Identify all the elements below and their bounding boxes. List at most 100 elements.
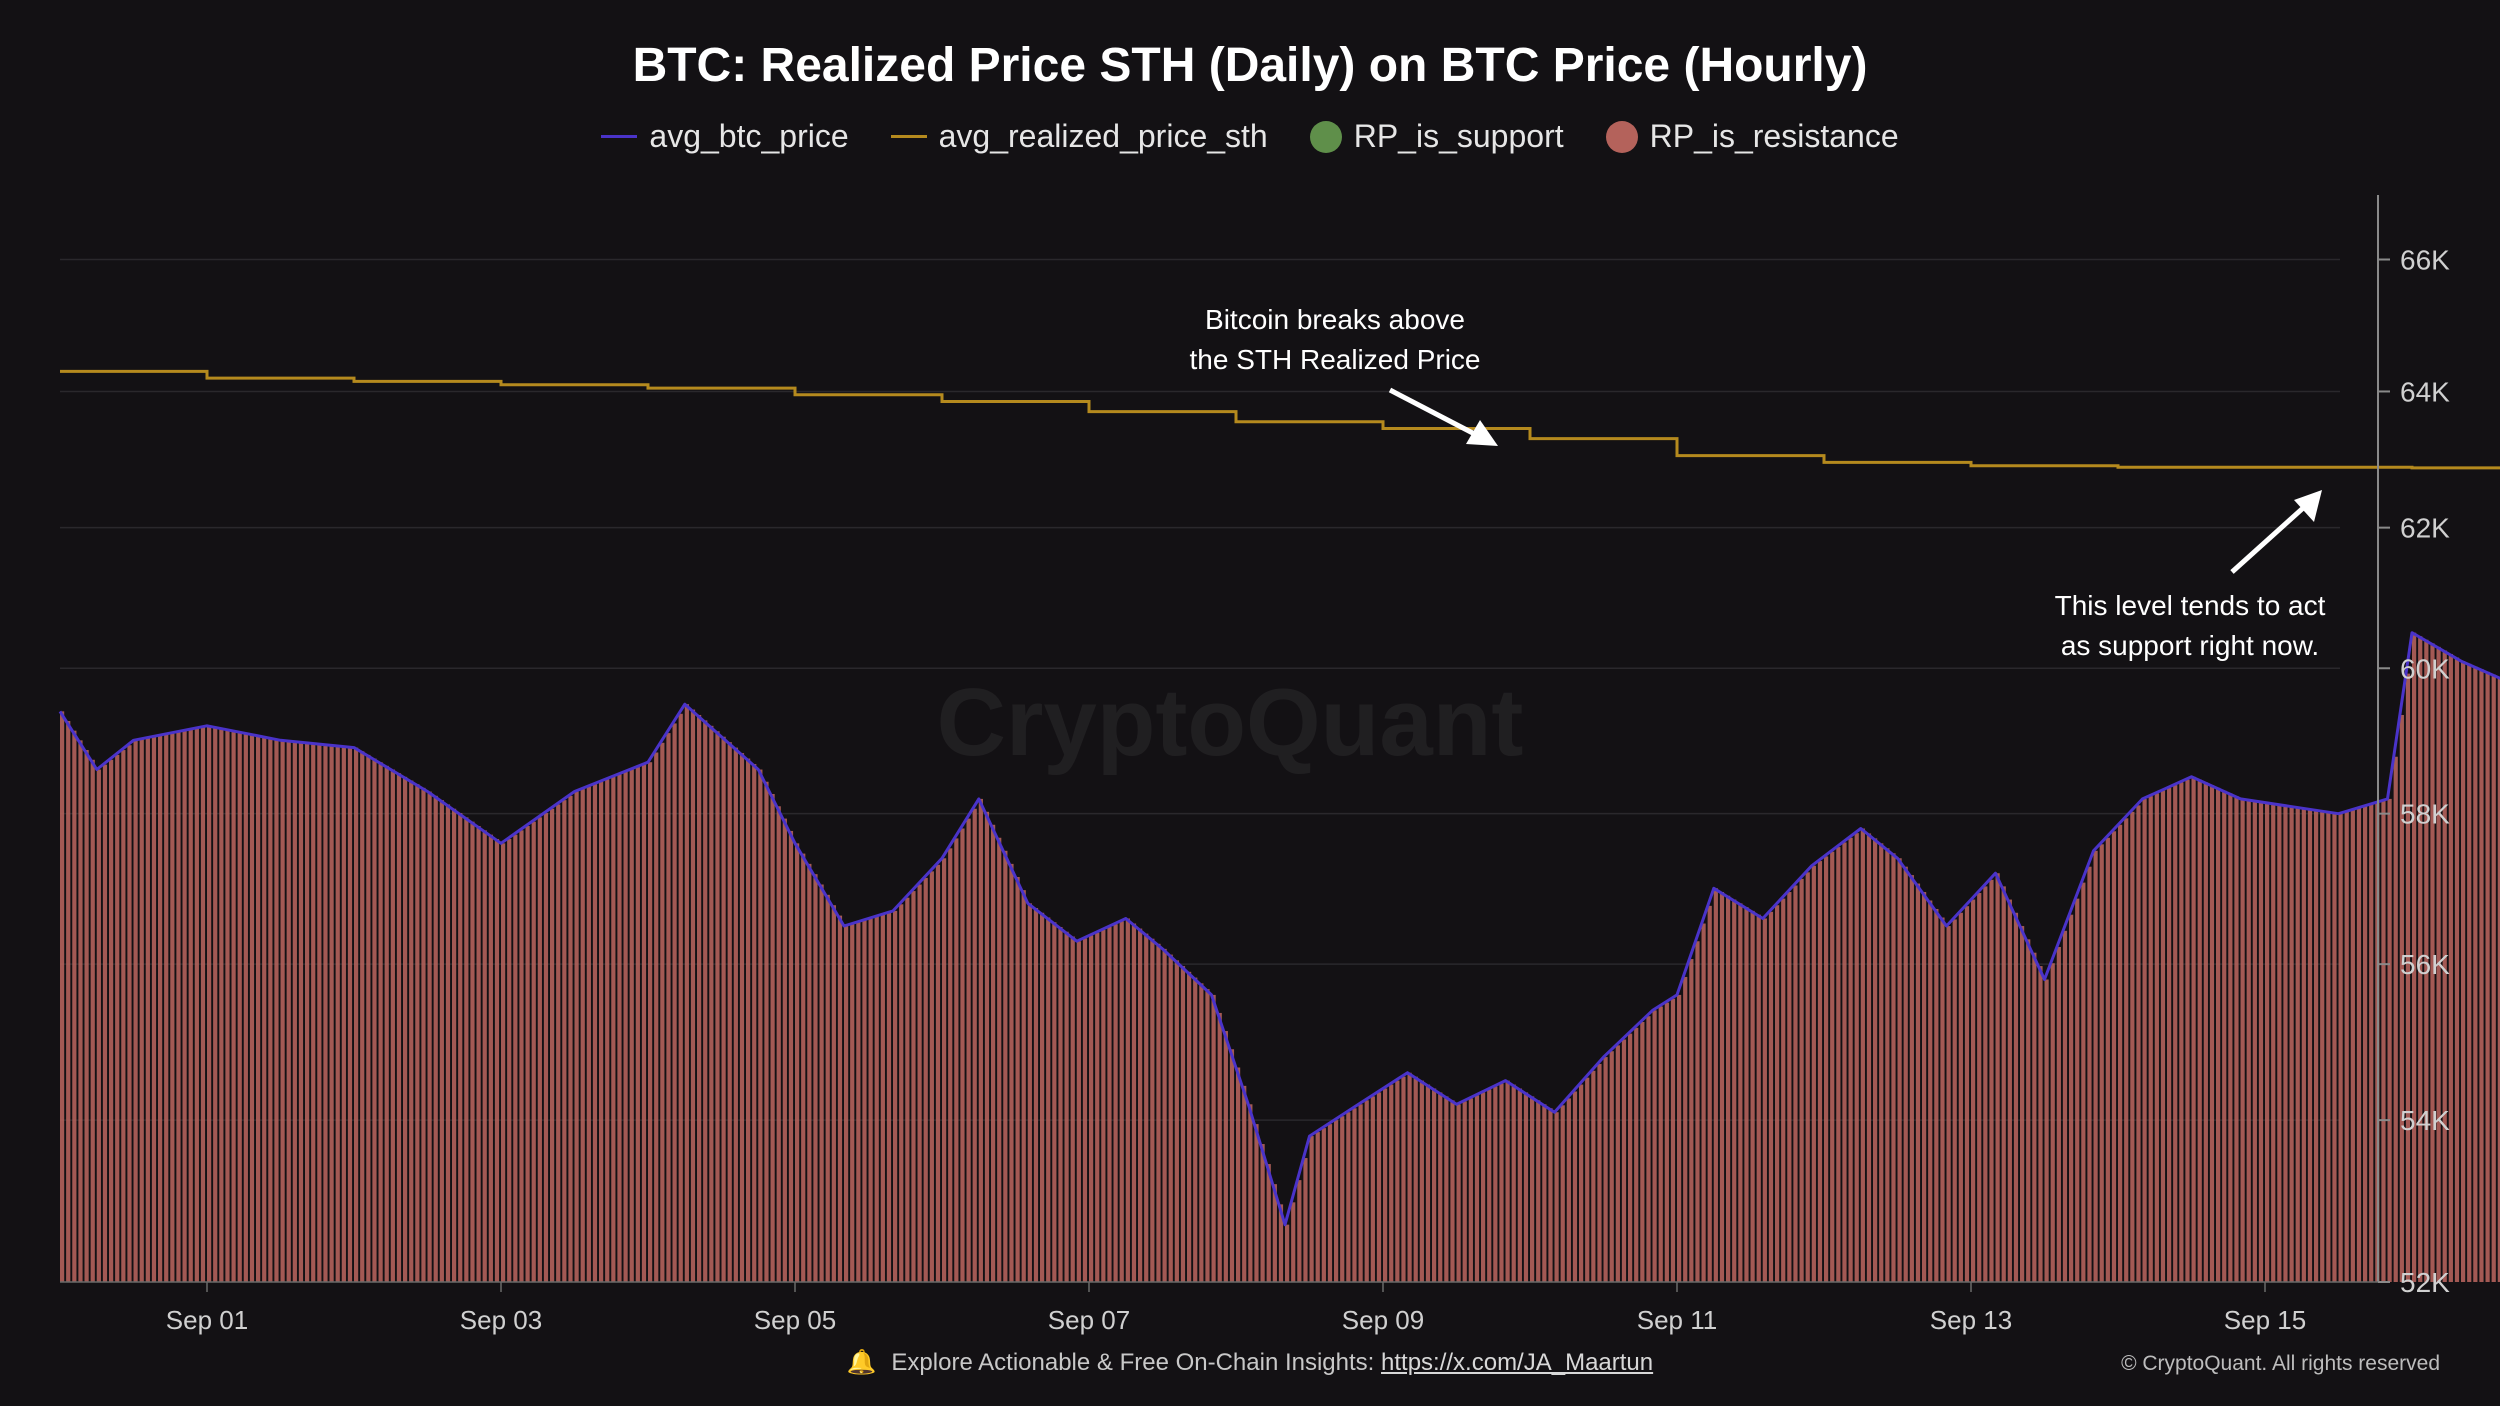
regime-bar	[1530, 1096, 1535, 1282]
regime-bar	[1597, 1063, 1602, 1282]
regime-bar	[1474, 1095, 1480, 1282]
regime-bar	[1811, 865, 1816, 1282]
regime-bar	[801, 853, 806, 1282]
regime-bar	[1670, 998, 1676, 1282]
regime-bar	[678, 713, 683, 1282]
x-tick-label: Sep 15	[2224, 1305, 2306, 1335]
regime-bar	[188, 729, 193, 1282]
regime-bar	[1438, 1092, 1443, 1282]
regime-bar	[1830, 851, 1835, 1282]
regime-bar	[844, 926, 849, 1282]
regime-bar	[1156, 943, 1161, 1282]
regime-bar	[243, 733, 248, 1282]
regime-bar	[1799, 878, 1804, 1282]
regime-bar	[78, 740, 83, 1282]
bell-icon: 🔔	[846, 1349, 877, 1376]
regime-bar	[807, 863, 812, 1282]
footer: 🔔 Explore Actionable & Free On-Chain Ins…	[0, 1348, 2500, 1377]
regime-bar	[1750, 910, 1755, 1282]
regime-bar	[1664, 1002, 1669, 1282]
x-tick-label: Sep 13	[1930, 1305, 2012, 1335]
regime-bar	[439, 800, 444, 1282]
regime-bar	[1419, 1080, 1424, 1282]
regime-bar	[2160, 790, 2166, 1282]
regime-bar	[1971, 899, 1976, 1282]
regime-bar	[574, 791, 579, 1282]
regime-bar	[421, 787, 426, 1282]
regime-bar	[102, 764, 108, 1282]
regime-bar	[2473, 666, 2478, 1282]
regime-bar	[286, 740, 291, 1282]
regime-bar	[2209, 785, 2215, 1282]
legend-item-resistance[interactable]: RP_is_resistance	[1605, 118, 1899, 155]
regime-bar	[2485, 671, 2490, 1282]
regime-bar	[2430, 643, 2435, 1282]
regime-bar	[1223, 1031, 1228, 1282]
regime-bar	[1211, 994, 1216, 1282]
regime-bar	[929, 871, 934, 1282]
regime-bar	[1174, 960, 1179, 1282]
regime-bar	[2032, 952, 2037, 1282]
regime-bar	[1309, 1136, 1314, 1282]
regime-bar	[1236, 1067, 1241, 1282]
regime-bar	[66, 721, 71, 1282]
regime-bar	[2326, 811, 2331, 1282]
regime-bar	[850, 924, 855, 1282]
regime-bar	[1579, 1084, 1584, 1282]
regime-bar	[966, 818, 971, 1282]
regime-bar	[1199, 983, 1204, 1282]
regime-bar	[170, 733, 175, 1282]
regime-bar	[219, 728, 224, 1282]
regime-bar	[200, 727, 206, 1282]
legend-item-btc-price[interactable]: avg_btc_price	[601, 118, 849, 155]
annotation-breakout-line-1: Bitcoin breaks above	[1205, 304, 1465, 335]
legend-line-realized-price	[890, 135, 927, 138]
regime-bar	[1695, 941, 1700, 1282]
regime-bar	[60, 711, 65, 1282]
regime-bar	[1125, 918, 1130, 1282]
regime-bars	[60, 632, 2500, 1282]
regime-bar	[862, 920, 867, 1282]
annotation-support-line-2: as support right now.	[2060, 630, 2320, 661]
regime-bar	[2301, 808, 2306, 1282]
regime-bar	[917, 884, 922, 1282]
regime-bar	[2087, 866, 2092, 1282]
regime-bar	[2124, 818, 2129, 1282]
regime-bar	[525, 826, 530, 1282]
regime-bar	[341, 746, 346, 1282]
annotations	[1388, 387, 2322, 574]
regime-bar	[2007, 899, 2012, 1282]
regime-bar	[1217, 1012, 1222, 1282]
regime-bar	[2136, 805, 2141, 1282]
regime-bar	[1456, 1104, 1461, 1282]
regime-bar	[935, 864, 941, 1282]
regime-bar	[396, 773, 402, 1282]
regime-bar	[2258, 801, 2264, 1282]
regime-bar	[2154, 793, 2159, 1282]
regime-bar	[1609, 1051, 1614, 1282]
annotation-support-line-1: This level tends to act	[2054, 590, 2326, 621]
regime-bar	[752, 764, 757, 1282]
regime-bar	[1891, 853, 1896, 1282]
regime-bar	[305, 742, 310, 1282]
regime-bar	[2130, 811, 2135, 1282]
regime-bar	[1817, 861, 1823, 1282]
footer-link[interactable]: https://x.com/JA_Maartun	[1381, 1349, 1654, 1376]
regime-bar	[2228, 793, 2233, 1282]
regime-bar	[605, 779, 610, 1282]
regime-bar	[2412, 632, 2417, 1282]
regime-bar	[954, 838, 959, 1282]
regime-bar	[1432, 1088, 1437, 1282]
regime-bar	[1095, 932, 1100, 1282]
legend-item-support[interactable]: RP_is_support	[1309, 118, 1564, 155]
regime-bar	[1536, 1100, 1541, 1282]
regime-bar	[1303, 1158, 1308, 1282]
regime-bar	[262, 736, 267, 1282]
regime-bar	[1334, 1120, 1339, 1282]
legend-item-realized-price[interactable]: avg_realized_price_sth	[890, 118, 1268, 155]
regime-bar	[1033, 908, 1039, 1282]
regime-bar	[1542, 1104, 1547, 1282]
regime-bar	[1131, 923, 1137, 1282]
regime-bar	[366, 754, 371, 1282]
regime-bar	[2222, 790, 2227, 1282]
